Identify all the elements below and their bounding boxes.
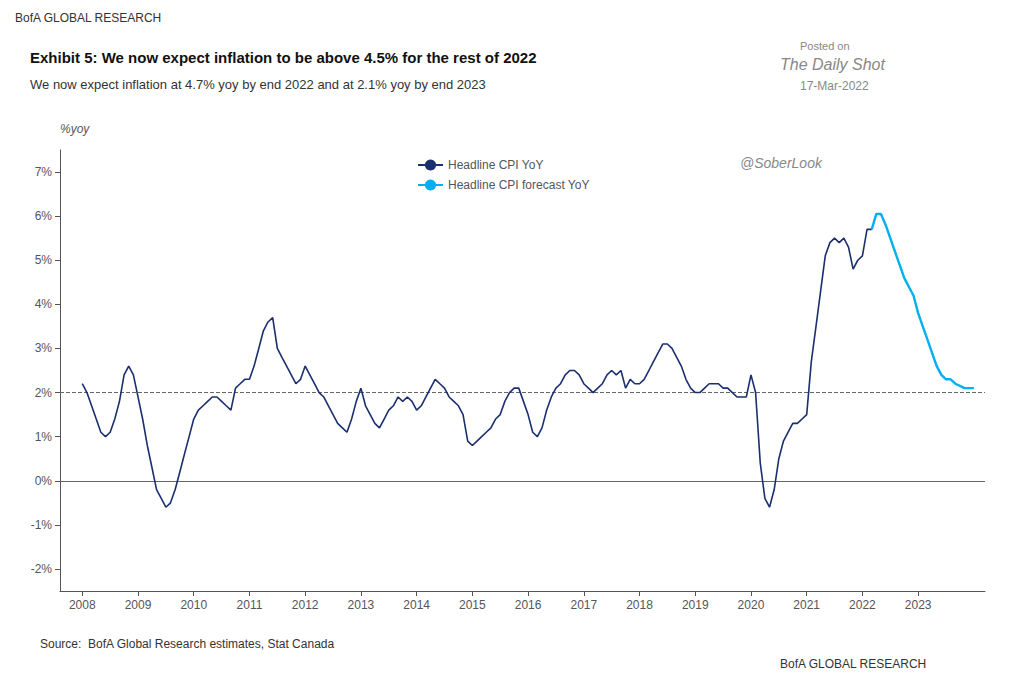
svg-text:6%: 6% [35,209,53,223]
svg-text:Headline CPI YoY: Headline CPI YoY [448,158,543,172]
svg-text:2016: 2016 [515,598,542,612]
svg-text:2017: 2017 [570,598,597,612]
svg-text:-2%: -2% [31,562,53,576]
svg-text:%yoy: %yoy [60,122,90,136]
svg-text:2021: 2021 [793,598,820,612]
svg-text:Source: BofA Global Research: Source: BofA Global Research estimates, … [40,637,334,651]
svg-text:2018: 2018 [626,598,653,612]
svg-text:The Daily Shot: The Daily Shot [780,56,885,73]
svg-text:17-Mar-2022: 17-Mar-2022 [800,79,869,93]
svg-text:2019: 2019 [682,598,709,612]
svg-text:2009: 2009 [125,598,152,612]
svg-text:2022: 2022 [849,598,876,612]
svg-text:0%: 0% [35,474,53,488]
svg-text:7%: 7% [35,165,53,179]
svg-text:2013: 2013 [348,598,375,612]
svg-text:2015: 2015 [459,598,486,612]
svg-text:2020: 2020 [738,598,765,612]
svg-text:2012: 2012 [292,598,319,612]
svg-text:We now expect inflation at 4.7: We now expect inflation at 4.7% yoy by e… [30,77,486,92]
svg-text:Posted on: Posted on [800,40,850,52]
svg-text:1%: 1% [35,430,53,444]
svg-text:2023: 2023 [905,598,932,612]
svg-text:2014: 2014 [403,598,430,612]
svg-text:@SoberLook: @SoberLook [740,155,823,171]
svg-text:BofA GLOBAL RESEARCH: BofA GLOBAL RESEARCH [15,11,161,25]
svg-text:3%: 3% [35,341,53,355]
svg-text:-1%: -1% [31,518,53,532]
svg-text:2011: 2011 [237,598,263,612]
svg-text:2%: 2% [35,386,53,400]
svg-text:Exhibit 5: We now expect infla: Exhibit 5: We now expect inflation to be… [30,49,537,66]
svg-text:BofA GLOBAL RESEARCH: BofA GLOBAL RESEARCH [780,657,926,671]
svg-text:Headline CPI forecast YoY: Headline CPI forecast YoY [448,178,589,192]
svg-text:4%: 4% [35,297,53,311]
svg-text:2010: 2010 [180,598,207,612]
svg-text:5%: 5% [35,253,53,267]
svg-text:2008: 2008 [69,598,96,612]
